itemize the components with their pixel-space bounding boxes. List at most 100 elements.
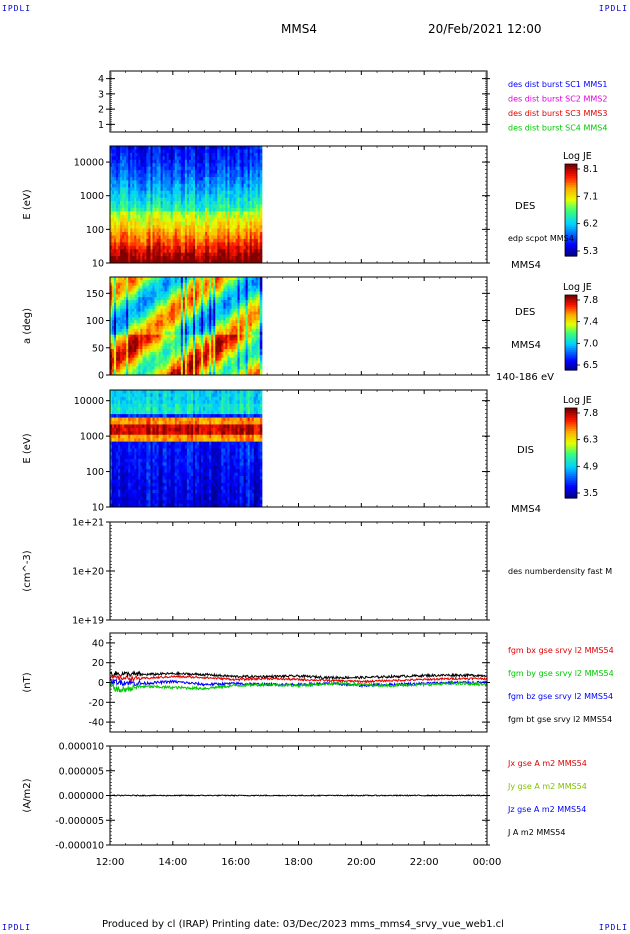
heatmap-cell xyxy=(180,204,184,209)
heatmap-cell xyxy=(197,308,200,313)
heatmap-cell xyxy=(138,204,141,209)
heatmap-cell xyxy=(132,197,135,202)
heatmap-cell xyxy=(215,285,218,290)
heatmap-cell xyxy=(174,346,178,350)
heatmap-cell xyxy=(219,351,222,356)
heatmap-cell xyxy=(174,194,178,199)
heatmap-cell xyxy=(201,156,204,161)
heatmap-cell xyxy=(205,337,208,341)
heatmap-cell xyxy=(148,201,151,205)
heatmap-cell xyxy=(259,214,263,219)
heatmap-cell xyxy=(186,354,190,359)
heatmap-cell xyxy=(245,152,249,157)
heatmap-cell xyxy=(118,334,121,339)
heatmap-cell xyxy=(215,340,218,344)
heatmap-cell xyxy=(168,211,172,216)
heatmap-cell xyxy=(110,176,113,181)
heatmap-cell xyxy=(162,183,166,188)
heatmap-cell xyxy=(235,235,239,240)
heatmap-cell xyxy=(142,173,145,178)
heatmap-cell xyxy=(112,235,115,240)
heatmap-cell xyxy=(174,228,178,233)
heatmap-cell xyxy=(160,238,164,243)
heatmap-cell xyxy=(112,238,115,243)
heatmap-cell xyxy=(164,340,168,344)
heatmap-cell xyxy=(150,228,154,233)
heatmap-cell xyxy=(112,166,115,171)
heatmap-cell xyxy=(251,166,255,171)
heatmap-cell xyxy=(195,294,198,298)
heatmap-cell xyxy=(259,256,263,261)
heatmap-cell xyxy=(152,207,156,212)
heatmap-cell xyxy=(160,282,164,287)
colorbar-tick-label: 6.2 xyxy=(583,219,598,230)
heatmap-cell xyxy=(178,302,182,307)
heatmap-cell xyxy=(144,218,147,223)
heatmap-cell xyxy=(219,238,222,243)
heatmap-cell xyxy=(136,320,139,324)
heatmap-cell xyxy=(211,308,214,313)
heatmap-cell xyxy=(176,305,180,310)
heatmap-cell xyxy=(217,282,220,287)
heatmap-cell xyxy=(215,152,218,157)
heatmap-cell xyxy=(130,291,133,295)
heatmap-cell xyxy=(140,228,143,233)
heatmap-cell xyxy=(195,218,198,223)
heatmap-cell xyxy=(130,302,133,307)
heatmap-cell xyxy=(152,349,156,353)
heatmap-cell xyxy=(229,245,232,250)
heatmap-cell xyxy=(136,214,139,219)
heatmap-cell xyxy=(255,146,259,150)
heatmap-cell xyxy=(110,235,113,240)
heatmap-cell xyxy=(195,351,198,356)
heatmap-cell xyxy=(227,277,230,281)
heatmap-cell xyxy=(134,285,137,290)
heatmap-cell xyxy=(128,294,131,298)
heatmap-cell xyxy=(239,149,243,154)
heatmap-cell xyxy=(211,369,214,373)
heatmap-cell xyxy=(178,252,182,257)
heatmap-cell xyxy=(140,285,143,290)
heatmap-cell xyxy=(219,204,222,209)
heatmap-cell xyxy=(166,170,170,175)
heatmap-cell xyxy=(193,245,196,250)
heatmap-cell xyxy=(156,163,160,168)
heatmap-cell xyxy=(217,279,220,284)
heatmap-cell xyxy=(255,152,259,157)
heatmap-cell xyxy=(162,173,166,178)
heatmap-cell xyxy=(229,288,232,292)
heatmap-cell xyxy=(140,288,143,292)
heatmap-cell xyxy=(255,238,259,243)
panel-side-label: DES xyxy=(515,201,535,212)
heatmap-cell xyxy=(186,302,190,307)
heatmap-cell xyxy=(174,282,178,287)
heatmap-cell xyxy=(146,201,149,205)
heatmap-cell xyxy=(128,291,131,295)
heatmap-cell xyxy=(247,235,251,240)
heatmap-cell xyxy=(209,366,212,370)
heatmap-cell xyxy=(158,163,162,168)
heatmap-cell xyxy=(166,156,170,161)
heatmap-cell xyxy=(209,176,212,181)
heatmap-cell xyxy=(235,176,239,181)
heatmap-cell xyxy=(225,159,228,164)
heatmap-cell xyxy=(223,146,226,150)
heatmap-cell xyxy=(116,180,119,185)
heatmap-cell xyxy=(162,351,166,356)
heatmap-cell xyxy=(154,228,158,233)
heatmap-cell xyxy=(154,349,158,353)
heatmap-cell xyxy=(132,285,135,290)
heatmap-cell xyxy=(199,232,202,236)
heatmap-cell xyxy=(156,297,160,301)
heatmap-cell xyxy=(154,149,158,154)
heatmap-cell xyxy=(166,238,170,243)
colorbar-tick-label: 7.1 xyxy=(583,191,598,202)
heatmap-cell xyxy=(154,238,158,243)
heatmap-cell xyxy=(162,163,166,168)
heatmap-cell xyxy=(221,225,224,230)
heatmap-cell xyxy=(190,245,194,250)
heatmap-cell xyxy=(154,225,158,230)
heatmap-cell xyxy=(154,357,158,362)
heatmap-cell xyxy=(170,173,174,178)
heatmap-cell xyxy=(142,334,145,339)
